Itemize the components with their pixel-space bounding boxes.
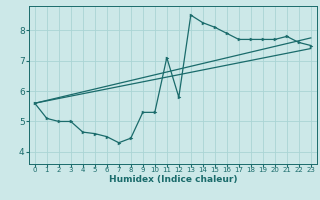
X-axis label: Humidex (Indice chaleur): Humidex (Indice chaleur) [108, 175, 237, 184]
